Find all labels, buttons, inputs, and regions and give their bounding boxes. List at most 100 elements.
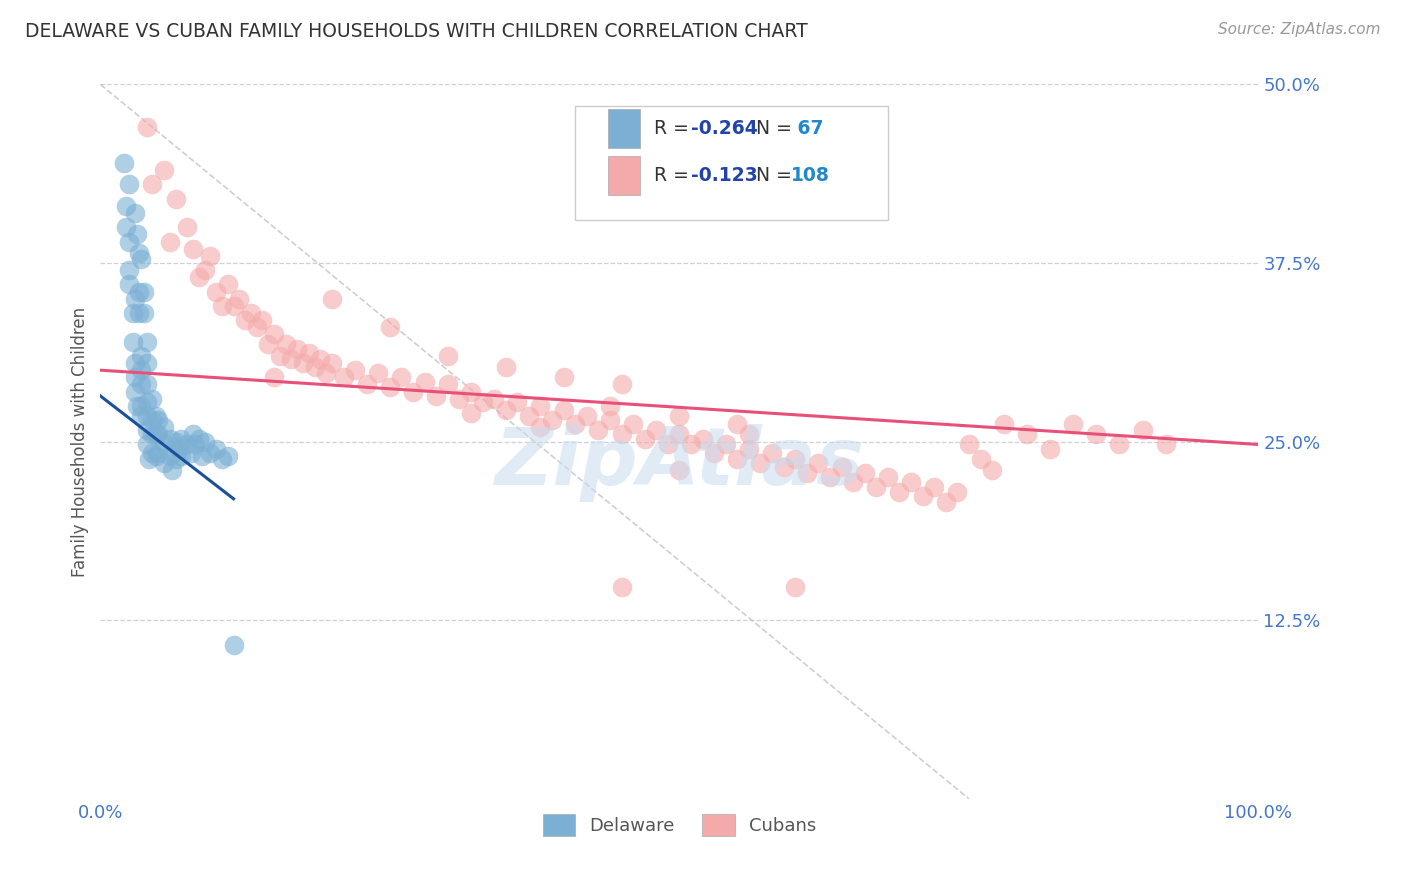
- Point: [575, 409, 598, 423]
- Point: [187, 432, 209, 446]
- Point: [807, 456, 830, 470]
- Point: [134, 306, 156, 320]
- Point: [304, 360, 326, 375]
- Point: [184, 437, 207, 451]
- FancyBboxPatch shape: [575, 106, 887, 220]
- Point: [128, 306, 150, 320]
- Point: [114, 199, 136, 213]
- Point: [145, 449, 167, 463]
- Point: [738, 427, 761, 442]
- Point: [134, 285, 156, 299]
- Point: [495, 360, 517, 375]
- Point: [222, 299, 245, 313]
- Text: Source: ZipAtlas.com: Source: ZipAtlas.com: [1218, 22, 1381, 37]
- Point: [367, 366, 389, 380]
- Point: [599, 413, 621, 427]
- Point: [309, 351, 332, 366]
- Point: [127, 227, 149, 242]
- Point: [725, 451, 748, 466]
- Point: [1154, 437, 1177, 451]
- Point: [274, 337, 297, 351]
- Point: [246, 320, 269, 334]
- Point: [165, 192, 187, 206]
- Text: N =: N =: [756, 119, 797, 138]
- Point: [187, 270, 209, 285]
- Point: [153, 420, 176, 434]
- Point: [129, 409, 152, 423]
- Y-axis label: Family Households with Children: Family Households with Children: [72, 307, 89, 577]
- Text: N =: N =: [756, 166, 797, 185]
- Text: 67: 67: [790, 119, 823, 138]
- Point: [1039, 442, 1062, 456]
- Point: [129, 399, 152, 413]
- Point: [233, 313, 256, 327]
- FancyBboxPatch shape: [607, 156, 640, 195]
- Text: R =: R =: [654, 166, 695, 185]
- Text: -0.123: -0.123: [690, 166, 758, 185]
- Text: ZipAtlas: ZipAtlas: [495, 424, 865, 502]
- Point: [263, 370, 285, 384]
- Point: [128, 246, 150, 260]
- Point: [725, 417, 748, 432]
- Point: [425, 389, 447, 403]
- Point: [969, 451, 991, 466]
- Point: [121, 334, 143, 349]
- Point: [252, 313, 274, 327]
- Point: [460, 406, 482, 420]
- Point: [160, 463, 183, 477]
- Point: [610, 580, 633, 594]
- Point: [135, 394, 157, 409]
- Point: [356, 377, 378, 392]
- Point: [165, 451, 187, 466]
- Point: [946, 484, 969, 499]
- Point: [621, 417, 644, 432]
- Point: [553, 403, 575, 417]
- Text: 108: 108: [790, 166, 830, 185]
- Point: [471, 394, 494, 409]
- Point: [124, 206, 146, 220]
- Point: [529, 420, 551, 434]
- Point: [114, 220, 136, 235]
- Point: [517, 409, 540, 423]
- Point: [645, 423, 668, 437]
- Point: [957, 437, 980, 451]
- Point: [159, 432, 181, 446]
- Point: [842, 475, 865, 489]
- Point: [124, 384, 146, 399]
- Point: [124, 356, 146, 370]
- Point: [181, 427, 204, 442]
- Point: [170, 449, 193, 463]
- Point: [135, 377, 157, 392]
- Point: [321, 292, 343, 306]
- Point: [228, 292, 250, 306]
- Point: [239, 306, 262, 320]
- Point: [176, 220, 198, 235]
- Point: [211, 299, 233, 313]
- Point: [993, 417, 1015, 432]
- Point: [529, 399, 551, 413]
- Point: [191, 449, 214, 463]
- Point: [553, 370, 575, 384]
- Point: [176, 437, 198, 451]
- Point: [222, 638, 245, 652]
- Point: [135, 423, 157, 437]
- Point: [153, 163, 176, 178]
- Point: [135, 334, 157, 349]
- Point: [436, 349, 458, 363]
- Legend: Delaware, Cubans: Delaware, Cubans: [536, 807, 824, 844]
- Text: DELAWARE VS CUBAN FAMILY HOUSEHOLDS WITH CHILDREN CORRELATION CHART: DELAWARE VS CUBAN FAMILY HOUSEHOLDS WITH…: [25, 22, 808, 41]
- Point: [148, 446, 170, 460]
- Point: [599, 399, 621, 413]
- Point: [482, 392, 505, 406]
- Point: [1108, 437, 1130, 451]
- Point: [165, 434, 187, 449]
- Point: [1085, 427, 1108, 442]
- Point: [292, 356, 315, 370]
- Point: [257, 337, 280, 351]
- Point: [135, 437, 157, 451]
- Point: [402, 384, 425, 399]
- Point: [315, 366, 337, 380]
- Point: [703, 446, 725, 460]
- Point: [634, 432, 657, 446]
- Point: [145, 409, 167, 423]
